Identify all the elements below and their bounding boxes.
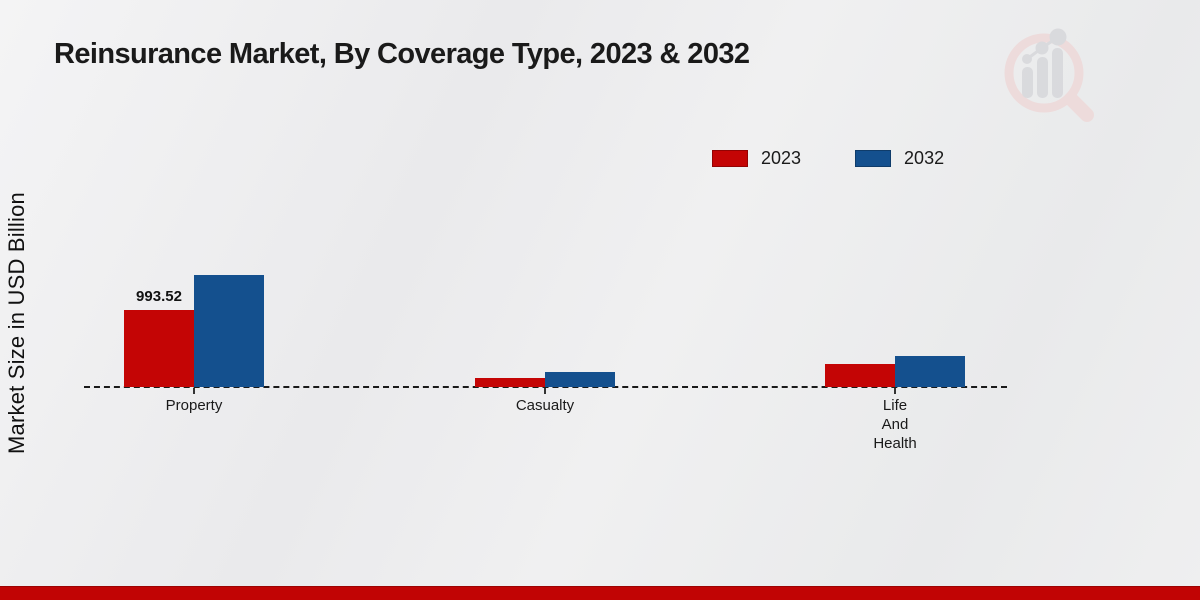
bar-2023-life: [825, 364, 895, 387]
x-axis-category-label: Property: [165, 397, 223, 414]
chart-title: Reinsurance Market, By Coverage Type, 20…: [54, 38, 750, 70]
bar-2032-casualty: [545, 372, 615, 387]
bar-2032-life: [895, 356, 965, 387]
legend-label-2032: 2032: [904, 148, 945, 168]
bar-2023-property: [124, 310, 194, 387]
legend-label-2023: 2023: [761, 148, 802, 168]
legend-swatch-2032: [855, 150, 892, 167]
magnifier-ring-icon: [1004, 33, 1084, 113]
legend: 2023 2032: [712, 148, 944, 169]
trend-dot-icon: [1049, 28, 1067, 46]
legend-item-2032: 2032: [855, 148, 944, 169]
magnifier-handle-icon: [1064, 92, 1094, 122]
logo-bar-icon: [1037, 57, 1048, 98]
legend-swatch-2023: [712, 150, 748, 167]
bar-2023-casualty: [475, 378, 545, 387]
bar-value-label: 993.52: [136, 288, 182, 305]
x-axis-baseline: [84, 386, 1007, 388]
logo-bar-icon: [1052, 48, 1063, 98]
logo-bar-icon: [1022, 67, 1033, 98]
x-axis-tick: [193, 388, 195, 394]
bar-2032-property: [194, 275, 264, 387]
trend-dot-icon: [1022, 54, 1032, 64]
x-axis-tick: [544, 388, 546, 394]
footer-red-band: [0, 586, 1200, 600]
x-axis-category-label: Casualty: [515, 397, 575, 414]
x-axis-category-label: Life And Health: [873, 397, 917, 452]
x-axis-tick: [894, 388, 896, 394]
market-research-logo-icon: [1004, 28, 1094, 122]
trend-dot-icon: [1035, 41, 1049, 55]
legend-item-2023: 2023: [712, 148, 801, 169]
